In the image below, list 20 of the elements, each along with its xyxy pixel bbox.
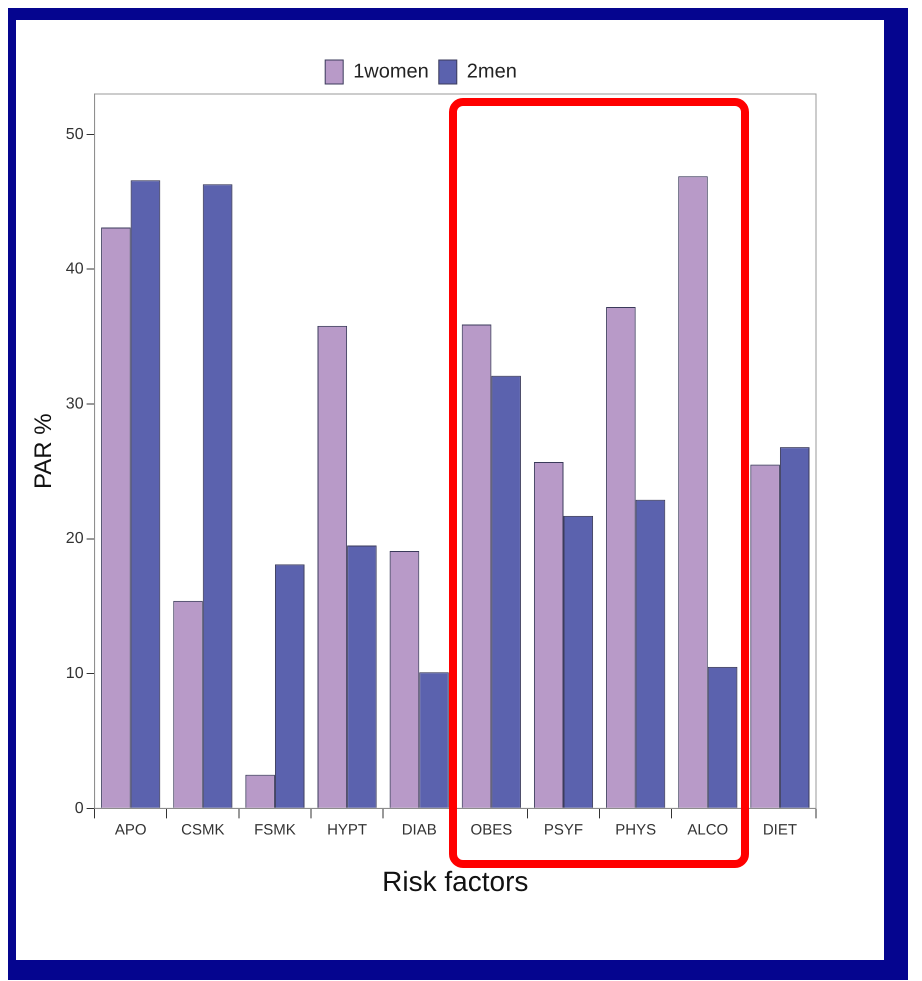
y-tick-label: 30 xyxy=(66,395,84,412)
y-tick-label: 50 xyxy=(66,126,84,143)
x-tick-label: APO xyxy=(114,822,147,839)
x-tick-label: ALCO xyxy=(687,822,728,839)
y-tick-label: 0 xyxy=(74,800,84,817)
x-tick-label: HYPT xyxy=(327,822,368,839)
y-axis-title: PAR % xyxy=(30,413,58,489)
y-tick-label: 20 xyxy=(66,530,84,548)
x-tick-label: PSYF xyxy=(544,822,584,839)
y-tick-label: 10 xyxy=(66,665,84,682)
x-tick-label: DIET xyxy=(762,822,798,839)
x-tick-label: FSMK xyxy=(254,822,296,839)
legend-label: 1women xyxy=(353,60,429,83)
x-tick-label: CSMK xyxy=(181,822,224,839)
y-tick-label: 40 xyxy=(66,260,84,278)
x-tick-label: OBES xyxy=(470,822,512,839)
x-tick-label: DIAB xyxy=(402,822,437,839)
x-axis-title: Risk factors xyxy=(382,866,528,897)
legend-label: 2men xyxy=(466,60,517,83)
x-tick-label: PHYS xyxy=(615,822,656,839)
